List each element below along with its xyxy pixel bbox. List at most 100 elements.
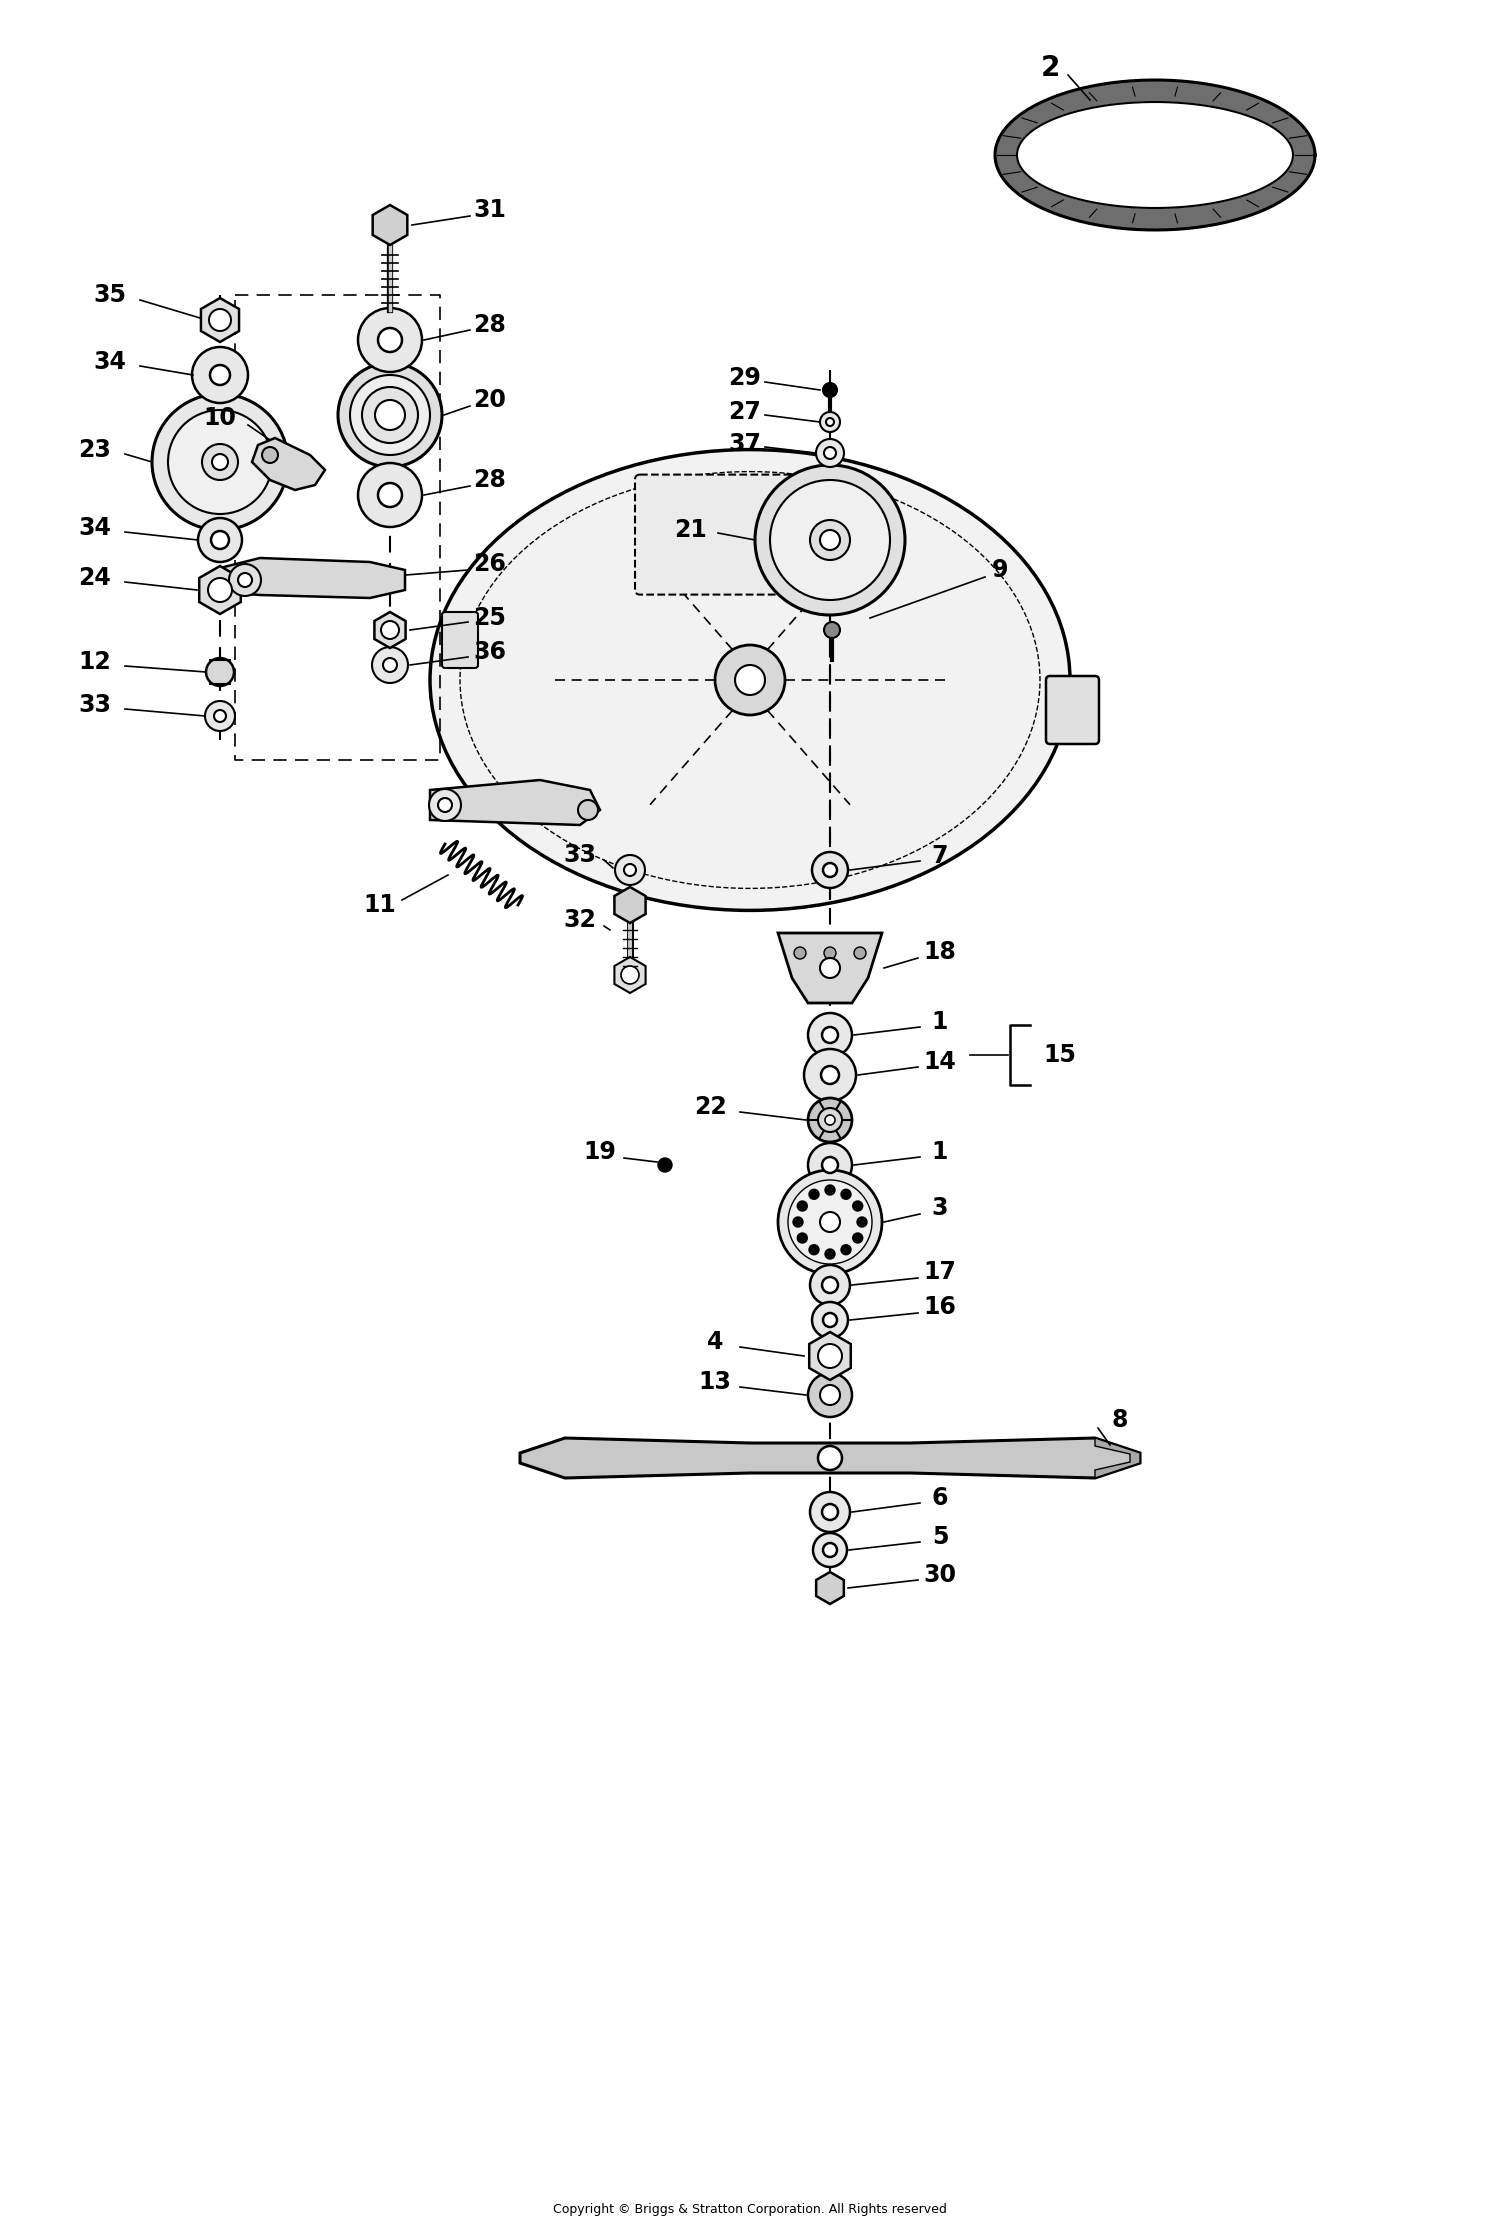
Text: 36: 36 (474, 639, 507, 664)
Circle shape (798, 1201, 807, 1212)
Circle shape (209, 309, 231, 331)
Text: 30: 30 (924, 1563, 957, 1588)
Circle shape (615, 854, 645, 885)
Polygon shape (200, 566, 242, 615)
Circle shape (372, 646, 408, 682)
Circle shape (810, 1266, 850, 1306)
Text: 33: 33 (78, 693, 111, 718)
Circle shape (821, 1067, 839, 1084)
Circle shape (821, 530, 840, 550)
Circle shape (825, 1250, 836, 1259)
Polygon shape (615, 957, 645, 993)
Circle shape (812, 852, 847, 888)
Circle shape (624, 863, 636, 877)
Text: 16: 16 (924, 1295, 957, 1319)
Circle shape (824, 863, 837, 877)
Circle shape (192, 347, 248, 402)
Polygon shape (201, 297, 238, 342)
Text: 35: 35 (93, 284, 126, 306)
Circle shape (822, 1505, 839, 1520)
Text: 28: 28 (474, 467, 507, 492)
Circle shape (578, 800, 598, 821)
Circle shape (362, 387, 419, 443)
Text: 11: 11 (363, 892, 396, 917)
Circle shape (808, 1013, 852, 1058)
Circle shape (230, 563, 261, 597)
Polygon shape (778, 932, 882, 1004)
Circle shape (812, 1301, 847, 1337)
Circle shape (375, 400, 405, 429)
Circle shape (808, 1245, 819, 1254)
Circle shape (378, 483, 402, 508)
Polygon shape (430, 780, 600, 825)
Text: 15: 15 (1044, 1042, 1077, 1067)
Circle shape (429, 789, 460, 821)
Text: 31: 31 (474, 199, 507, 221)
Circle shape (794, 1216, 802, 1228)
Polygon shape (816, 1572, 844, 1603)
Ellipse shape (430, 449, 1070, 910)
Circle shape (350, 376, 430, 454)
Text: 6: 6 (932, 1487, 948, 1509)
Circle shape (852, 1232, 862, 1243)
Circle shape (735, 664, 765, 695)
Circle shape (842, 1190, 850, 1198)
Circle shape (210, 364, 230, 385)
Text: 34: 34 (78, 517, 111, 541)
Text: 23: 23 (78, 438, 111, 463)
Circle shape (824, 622, 840, 637)
Polygon shape (994, 80, 1316, 230)
Text: 28: 28 (474, 313, 507, 338)
Circle shape (211, 530, 230, 550)
Circle shape (754, 465, 904, 615)
Circle shape (214, 711, 226, 722)
Circle shape (842, 1245, 850, 1254)
Circle shape (206, 657, 234, 686)
Circle shape (821, 411, 840, 432)
Circle shape (381, 622, 399, 639)
Circle shape (808, 1143, 852, 1187)
Polygon shape (808, 1333, 850, 1380)
Polygon shape (615, 888, 645, 923)
Circle shape (378, 329, 402, 351)
Circle shape (798, 1232, 807, 1243)
Text: 14: 14 (924, 1051, 957, 1073)
Text: 10: 10 (204, 407, 237, 429)
Circle shape (621, 966, 639, 984)
Circle shape (808, 1098, 852, 1143)
Circle shape (818, 1344, 842, 1368)
Circle shape (804, 1049, 856, 1100)
Text: 7: 7 (932, 843, 948, 868)
Circle shape (824, 1313, 837, 1326)
Circle shape (168, 409, 272, 514)
Text: 20: 20 (474, 389, 507, 411)
Text: 24: 24 (78, 566, 111, 590)
Circle shape (202, 445, 238, 481)
Circle shape (816, 438, 844, 467)
Text: 13: 13 (699, 1371, 732, 1393)
Text: 5: 5 (932, 1525, 948, 1550)
Circle shape (856, 1216, 867, 1228)
Circle shape (658, 1158, 672, 1172)
Text: 34: 34 (93, 351, 126, 373)
Polygon shape (520, 1438, 1140, 1478)
Circle shape (821, 1384, 840, 1404)
Polygon shape (1017, 103, 1293, 208)
Circle shape (211, 454, 228, 470)
Text: 12: 12 (78, 651, 111, 673)
Circle shape (438, 798, 452, 812)
Text: 37: 37 (729, 432, 762, 456)
Circle shape (716, 644, 784, 716)
Text: Copyright © Briggs & Stratton Corporation. All Rights reserved: Copyright © Briggs & Stratton Corporatio… (554, 2202, 946, 2216)
Circle shape (198, 519, 242, 561)
Text: 1: 1 (932, 1140, 948, 1165)
Circle shape (824, 382, 837, 398)
Circle shape (810, 1491, 850, 1532)
Circle shape (788, 1181, 871, 1263)
FancyBboxPatch shape (634, 474, 866, 595)
Text: 19: 19 (584, 1140, 616, 1165)
Text: 25: 25 (474, 606, 507, 631)
Circle shape (238, 572, 252, 588)
Polygon shape (372, 206, 408, 246)
Text: 26: 26 (474, 552, 507, 577)
